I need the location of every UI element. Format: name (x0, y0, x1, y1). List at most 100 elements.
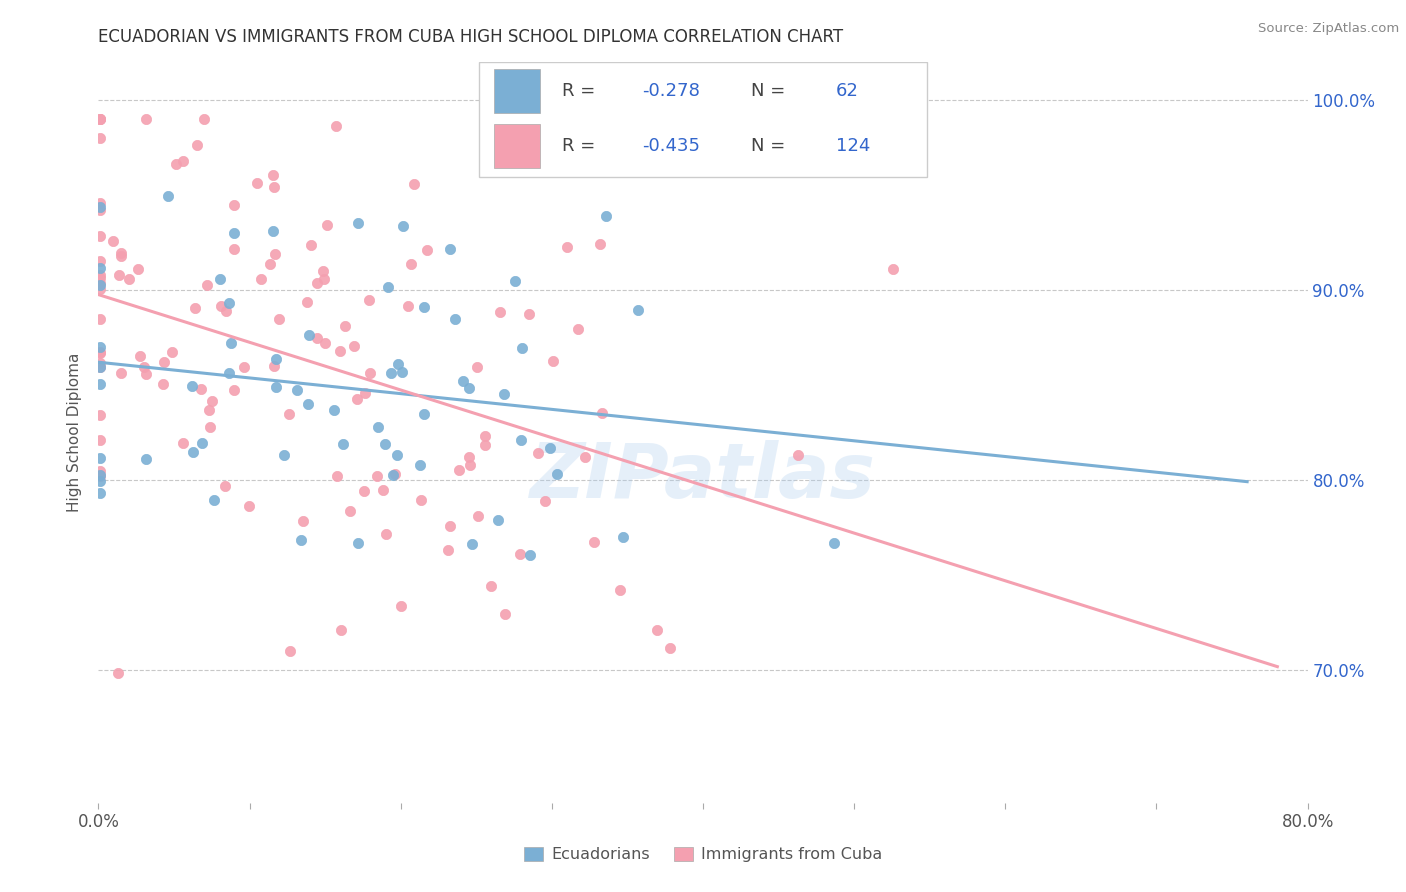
Point (222, 242, 245, 256)
Point (627, 302, 650, 317)
Point (89, 450, 111, 465)
Point (326, 469, 349, 483)
Point (219, 335, 242, 350)
Point (325, 119, 347, 133)
Point (89, 268, 111, 282)
Point (389, 599, 412, 614)
Point (474, 438, 496, 452)
Point (396, 298, 419, 312)
Point (373, 483, 395, 497)
Point (202, 493, 225, 508)
Text: N =: N = (751, 82, 786, 100)
Point (259, 257, 281, 271)
Point (377, 280, 399, 294)
Point (186, 138, 208, 153)
Point (209, 299, 232, 313)
Point (458, 450, 481, 465)
Point (510, 341, 533, 355)
Text: 124: 124 (837, 137, 870, 155)
Point (413, 300, 436, 314)
Point (89, 195, 111, 210)
Text: ECUADORIAN VS IMMIGRANTS FROM CUBA HIGH SCHOOL DIPLOMA CORRELATION CHART: ECUADORIAN VS IMMIGRANTS FROM CUBA HIGH … (98, 28, 844, 45)
Point (409, 458, 432, 472)
Text: -0.278: -0.278 (643, 82, 700, 100)
Point (489, 305, 512, 319)
Point (292, 514, 315, 528)
Point (343, 339, 366, 353)
Point (181, 445, 204, 459)
Point (588, 237, 610, 252)
Point (346, 216, 368, 230)
Point (193, 112, 215, 127)
Point (262, 224, 284, 238)
Point (201, 393, 224, 408)
Point (444, 311, 467, 326)
Point (479, 579, 502, 593)
Point (278, 643, 301, 657)
Point (439, 242, 461, 256)
Point (89, 277, 111, 292)
Point (195, 278, 218, 293)
Legend: Ecuadorians, Immigrants from Cuba: Ecuadorians, Immigrants from Cuba (517, 840, 889, 869)
Point (404, 178, 426, 192)
Point (583, 534, 606, 549)
Point (269, 312, 291, 326)
Point (316, 218, 339, 232)
Point (165, 157, 187, 171)
Point (89, 344, 111, 359)
Point (89, 131, 111, 145)
Point (517, 308, 540, 322)
Point (172, 153, 194, 168)
Point (381, 467, 404, 482)
Point (298, 327, 321, 342)
Point (264, 380, 287, 394)
Point (103, 235, 125, 249)
Point (246, 176, 269, 190)
Point (110, 245, 132, 260)
Point (538, 441, 561, 455)
Point (359, 366, 381, 380)
Point (249, 272, 271, 286)
Point (89, 356, 111, 370)
Point (346, 536, 368, 550)
Point (366, 468, 388, 483)
Point (184, 301, 207, 315)
Point (132, 359, 155, 374)
Text: Source: ZipAtlas.com: Source: ZipAtlas.com (1258, 22, 1399, 36)
Point (416, 244, 439, 258)
Point (486, 513, 509, 527)
Point (135, 367, 157, 381)
Point (160, 345, 183, 359)
Text: R =: R = (561, 137, 595, 155)
Point (439, 519, 461, 533)
Point (110, 367, 132, 381)
Point (89, 468, 111, 483)
Point (567, 322, 589, 336)
Point (89, 339, 111, 353)
Point (467, 509, 489, 524)
FancyBboxPatch shape (494, 69, 540, 113)
Point (494, 607, 516, 621)
Point (238, 499, 260, 513)
Point (329, 344, 352, 359)
Point (295, 294, 318, 309)
Y-axis label: High School Diploma: High School Diploma (67, 353, 83, 512)
Point (89, 359, 111, 374)
Point (190, 382, 212, 396)
Point (263, 359, 285, 373)
Point (305, 331, 328, 345)
Point (329, 623, 352, 637)
Point (367, 420, 389, 434)
Point (89, 360, 111, 375)
Text: R =: R = (561, 82, 595, 100)
Point (412, 407, 434, 421)
Point (89, 464, 111, 478)
Point (461, 537, 484, 551)
Point (89, 112, 111, 127)
Point (612, 531, 634, 545)
Point (89, 282, 111, 296)
Point (474, 429, 496, 443)
Point (198, 420, 221, 434)
Point (409, 492, 432, 507)
Point (218, 296, 240, 310)
